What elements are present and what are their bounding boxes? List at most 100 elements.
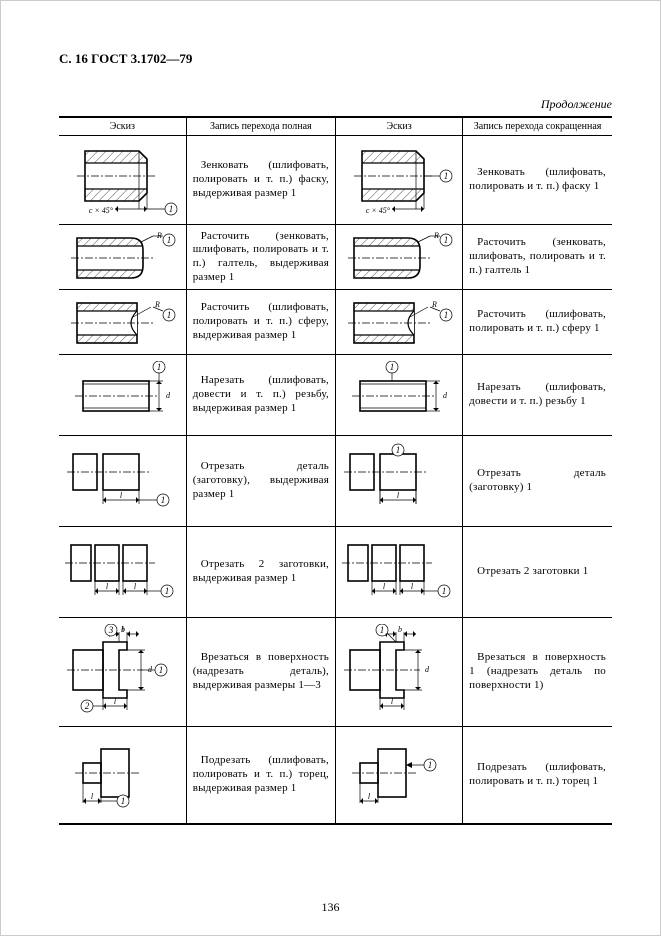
svg-text:l: l xyxy=(106,582,109,591)
sketch-short-1: R1 xyxy=(335,225,462,290)
table-body: c × 45° 1 Зенковать (шлифовать, полировать… xyxy=(59,136,612,825)
svg-text:l: l xyxy=(383,582,386,591)
svg-text:1: 1 xyxy=(161,495,166,505)
svg-text:d: d xyxy=(148,665,153,674)
balloon-1: 1 xyxy=(440,170,452,182)
desc-full-4: Отрезать деталь (заготовку), выдерживая … xyxy=(186,436,335,527)
svg-text:l: l xyxy=(120,491,123,500)
sketch-full-3: d1 xyxy=(59,355,186,436)
table-row: R1Расточить (зенковать, шлифовать, полир… xyxy=(59,225,612,290)
desc-full-5: Отрезать 2 заготовки, выдерживая размер … xyxy=(186,527,335,618)
svg-text:1: 1 xyxy=(165,586,170,596)
sketch-short-5: ll1 xyxy=(335,527,462,618)
desc-full-0: Зенковать (шлифовать, полировать и т. п.… xyxy=(186,136,335,225)
svg-text:1: 1 xyxy=(121,796,126,806)
balloon-1: 1 xyxy=(376,624,388,636)
svg-text:1: 1 xyxy=(396,445,401,455)
balloon-1: 1 xyxy=(163,234,175,246)
table-row: bdl123Врезаться в поверхность (надрезать… xyxy=(59,618,612,727)
desc-full-2: Расточить (шлифовать, полировать и т. п.… xyxy=(186,290,335,355)
balloon-1: 1 xyxy=(157,494,169,506)
table-row: l l 1 Отрезать 2 заготовки, выдерживая разм… xyxy=(59,527,612,618)
balloon-1: 1 xyxy=(165,203,177,215)
desc-short-0: Зенковать (шлифовать, полировать и т. п.… xyxy=(463,136,612,225)
svg-text:R: R xyxy=(156,231,162,240)
svg-text:l: l xyxy=(91,792,94,801)
sketch-short-7: l1 xyxy=(335,727,462,825)
balloon-1: 1 xyxy=(117,795,129,807)
col-header-2: Эскиз xyxy=(335,117,462,136)
svg-text:1: 1 xyxy=(444,310,449,320)
sketch-full-7: l1 xyxy=(59,727,186,825)
svg-text:1: 1 xyxy=(444,235,449,245)
svg-text:1: 1 xyxy=(444,171,449,181)
svg-text:d: d xyxy=(166,391,171,400)
svg-text:1: 1 xyxy=(390,362,395,372)
page-number: 136 xyxy=(1,900,660,915)
svg-text:d: d xyxy=(425,665,430,674)
desc-short-2: Расточить (шлифовать, полировать и т. п.… xyxy=(463,290,612,355)
svg-text:1: 1 xyxy=(442,586,447,596)
svg-text:l: l xyxy=(368,792,371,801)
svg-text:1: 1 xyxy=(159,665,164,675)
table-row: l1Подрезать (шлифовать, полировать и т. … xyxy=(59,727,612,825)
balloon-1: 1 xyxy=(440,309,452,321)
sketch-full-1: R1 xyxy=(59,225,186,290)
svg-text:1: 1 xyxy=(428,760,433,770)
desc-full-1: Расточить (зенковать, шлифовать, полиров… xyxy=(186,225,335,290)
svg-text:d: d xyxy=(443,391,448,400)
desc-short-4: Отрезать деталь (заготовку) 1 xyxy=(463,436,612,527)
balloon-3: 3 xyxy=(105,624,117,636)
desc-full-7: Подрезать (шлифовать, полировать и т. п.… xyxy=(186,727,335,825)
table-header-row: ЭскизЗапись перехода полнаяЭскизЗапись п… xyxy=(59,117,612,136)
svg-text:2: 2 xyxy=(85,701,90,711)
desc-full-6: Врезаться в поверхность (надрезать детал… xyxy=(186,618,335,727)
svg-text:1: 1 xyxy=(167,310,172,320)
col-header-3: Запись перехода сокращенная xyxy=(463,117,612,136)
desc-short-1: Расточить (зенковать, шлифовать, полиров… xyxy=(463,225,612,290)
col-header-1: Запись перехода полная xyxy=(186,117,335,136)
balloon-1: 1 xyxy=(153,361,165,373)
sketch-short-0: c × 45° 1 xyxy=(335,136,462,225)
balloon-1: 1 xyxy=(424,759,436,771)
balloon-1: 1 xyxy=(438,585,450,597)
table-row: c × 45° 1 Зенковать (шлифовать, полировать… xyxy=(59,136,612,225)
svg-text:c × 45°: c × 45° xyxy=(366,206,391,215)
page-header: С. 16 ГОСТ 3.1702—79 xyxy=(59,51,612,67)
sketch-full-4: l1 xyxy=(59,436,186,527)
balloon-1: 1 xyxy=(392,444,404,456)
balloon-2: 2 xyxy=(81,700,93,712)
desc-short-7: Подрезать (шлифовать, полировать и т. п.… xyxy=(463,727,612,825)
table-row: R1Расточить (шлифовать, полировать и т. … xyxy=(59,290,612,355)
balloon-1: 1 xyxy=(161,585,173,597)
svg-text:1: 1 xyxy=(167,235,172,245)
svg-text:1: 1 xyxy=(157,362,162,372)
desc-short-3: Нарезать (шлифовать, довести и т. п.) ре… xyxy=(463,355,612,436)
desc-short-6: Врезаться в поверхность 1 (надрезать дет… xyxy=(463,618,612,727)
continuation-label: Продолжение xyxy=(59,97,612,112)
sketch-short-4: l1 xyxy=(335,436,462,527)
sketch-short-6: bdl1 xyxy=(335,618,462,727)
sketch-full-2: R1 xyxy=(59,290,186,355)
sketch-full-5: l l 1 xyxy=(59,527,186,618)
balloon-1: 1 xyxy=(440,234,452,246)
svg-text:3: 3 xyxy=(108,625,114,635)
sketch-short-2: R1 xyxy=(335,290,462,355)
svg-text:1: 1 xyxy=(169,204,174,214)
svg-text:l: l xyxy=(134,582,137,591)
sketch-short-3: d1 xyxy=(335,355,462,436)
balloon-1: 1 xyxy=(155,664,167,676)
balloon-1: 1 xyxy=(386,361,398,373)
table-row: d1Нарезать (шлифовать, довести и т. п.) … xyxy=(59,355,612,436)
svg-text:l: l xyxy=(397,491,400,500)
svg-text:1: 1 xyxy=(380,625,385,635)
desc-full-3: Нарезать (шлифовать, довести и т. п.) ре… xyxy=(186,355,335,436)
page: С. 16 ГОСТ 3.1702—79 Продолжение ЭскизЗа… xyxy=(0,0,661,936)
table-row: l1Отрезать деталь (заготовку), выдержива… xyxy=(59,436,612,527)
svg-text:c × 45°: c × 45° xyxy=(89,206,114,215)
balloon-1: 1 xyxy=(163,309,175,321)
main-table: ЭскизЗапись перехода полнаяЭскизЗапись п… xyxy=(59,116,612,825)
sketch-full-6: bdl123 xyxy=(59,618,186,727)
svg-text:b: b xyxy=(398,625,402,634)
desc-short-5: Отрезать 2 заготовки 1 xyxy=(463,527,612,618)
